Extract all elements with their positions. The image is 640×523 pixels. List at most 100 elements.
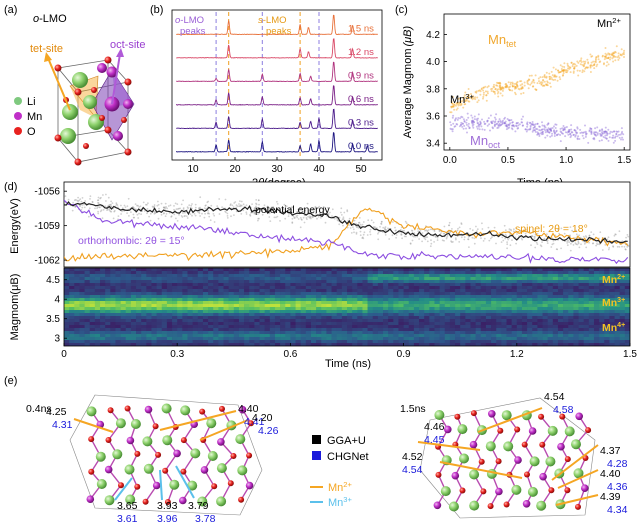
heat-cell-23-18	[182, 322, 188, 326]
heat-cell-92-2	[537, 274, 543, 278]
heat-cell-57-15	[357, 313, 363, 317]
energy-noise-point-175	[350, 232, 353, 234]
heat-cell-77-21	[460, 331, 466, 335]
energy-noise-point-566	[218, 213, 221, 215]
heat-cell-109-1	[624, 271, 630, 275]
scatter-point-Mn_oct-283	[471, 124, 474, 127]
scatter-point-Mn_tet-306	[578, 60, 581, 63]
heat-cell-46-20	[300, 328, 307, 332]
heat-cell-17-18	[151, 322, 157, 326]
heat-cell-8-19	[105, 325, 111, 329]
scatter-point-Mn_tet-234	[485, 94, 488, 97]
energy-noise-point-558	[507, 238, 510, 241]
heat-cell-39-16	[264, 316, 271, 320]
heat-cell-81-21	[480, 331, 487, 335]
heat-cell-36-5	[249, 283, 255, 287]
scatter-point-Mn_tet-155	[550, 70, 553, 73]
heat-cell-26-8	[197, 292, 204, 296]
heat-cell-81-15	[480, 313, 487, 317]
scatter-point-Mn_oct-298	[569, 133, 571, 136]
heat-cell-36-18	[249, 322, 255, 326]
scatter-point-Mn_tet-354	[482, 86, 485, 89]
heat-cell-48-14	[310, 310, 317, 314]
heat-cell-71-23	[429, 337, 435, 341]
heat-cell-46-18	[300, 322, 307, 326]
scatter-point-Mn_oct-302	[595, 131, 598, 134]
scatter-point-Mn_oct-28	[601, 128, 604, 131]
heat-cell-102-16	[588, 316, 595, 320]
heat-cell-15-0	[141, 268, 147, 272]
heat-cell-10-23	[115, 337, 121, 341]
scatter-point-Mn_oct-259	[536, 128, 539, 131]
heat-cell-91-24	[532, 340, 538, 344]
scatter-point-Mn_oct-184	[462, 122, 464, 125]
left-o-atom-37	[180, 437, 187, 444]
energy-noise-point-592	[99, 197, 101, 200]
energy-noise-point-601	[315, 212, 317, 215]
heat-cell-55-17	[347, 319, 353, 323]
scatter-point-Mn_oct-159	[458, 125, 461, 128]
left-o-atom-2	[88, 436, 95, 443]
scatter-point-Mn_oct-127	[501, 119, 504, 122]
heat-cell-72-7	[434, 289, 440, 293]
scatter-point-Mn_oct-318	[567, 130, 570, 133]
atoms-panel-a	[54, 56, 133, 166]
heat-cell-5-23	[89, 337, 96, 341]
energy-noise-point-312	[560, 227, 563, 230]
heat-cell-93-8	[542, 292, 548, 296]
heat-cell-12-4	[125, 280, 132, 284]
scatter-point-Mn_tet-110	[566, 69, 569, 72]
scatter-point-Mn_oct-299	[489, 114, 492, 117]
heat-cell-10-9	[115, 295, 121, 299]
heat-cell-26-10	[197, 298, 204, 302]
heat-cell-40-8	[269, 292, 276, 296]
energy-noise-point-840	[439, 232, 442, 235]
heat-cell-22-2	[177, 274, 183, 278]
heat-cell-66-8	[403, 292, 410, 296]
heat-cell-30-12	[218, 304, 224, 308]
heat-cell-22-14	[177, 310, 183, 314]
heat-cell-1-9	[69, 295, 75, 299]
heat-cell-104-19	[599, 325, 605, 329]
heat-cell-40-25	[269, 343, 276, 346]
heat-cell-54-9	[341, 295, 348, 299]
heat-cell-92-24	[537, 340, 543, 344]
heat-cell-77-19	[460, 325, 466, 329]
heat-cell-19-0	[161, 268, 168, 272]
heat-cell-23-20	[182, 328, 188, 332]
scatter-point-Mn_oct-152	[529, 128, 532, 131]
heat-cell-39-24	[264, 340, 271, 344]
energy-noise-point-354	[304, 209, 307, 212]
scatter-point-Mn_tet-86	[614, 50, 616, 53]
heat-cell-88-8	[516, 292, 523, 296]
scatter-point-Mn_tet-194	[450, 106, 453, 109]
heat-cell-1-6	[69, 286, 75, 290]
scatter-point-Mn_tet-6	[584, 62, 586, 65]
scatter-point-Mn_tet-4	[509, 85, 511, 88]
heat-cell-86-17	[506, 319, 512, 323]
energy-noise-point-401	[239, 205, 242, 208]
heat-cell-37-20	[254, 328, 260, 332]
heat-cell-99-9	[573, 295, 579, 299]
scatter-point-Mn_tet-383	[513, 82, 516, 85]
heat-cell-101-6	[583, 286, 590, 290]
heat-cell-78-12	[465, 304, 471, 308]
energy-noise-point-311	[539, 244, 542, 247]
energy-noise-point-460	[509, 233, 512, 236]
heat-cell-61-12	[377, 304, 384, 308]
scatter-point-Mn_tet-350	[582, 65, 585, 68]
heat-cell-35-18	[244, 322, 250, 326]
heatmap-cells	[64, 268, 630, 346]
heat-cell-23-16	[182, 316, 188, 320]
heat-cell-79-0	[470, 268, 476, 272]
right-o-atom-19	[480, 488, 487, 495]
xrd-x-ticks: 10 20 30 40 50	[187, 157, 367, 175]
energy-noise-point-293	[77, 200, 80, 203]
heat-cell-44-1	[290, 271, 296, 275]
heat-cell-33-7	[233, 289, 240, 293]
energy-noise-point-170	[349, 227, 352, 229]
energy-noise-point-724	[355, 233, 358, 235]
energy-noise-point-466	[173, 205, 175, 207]
heat-cell-45-9	[295, 295, 301, 299]
heat-cell-37-21	[254, 331, 260, 335]
